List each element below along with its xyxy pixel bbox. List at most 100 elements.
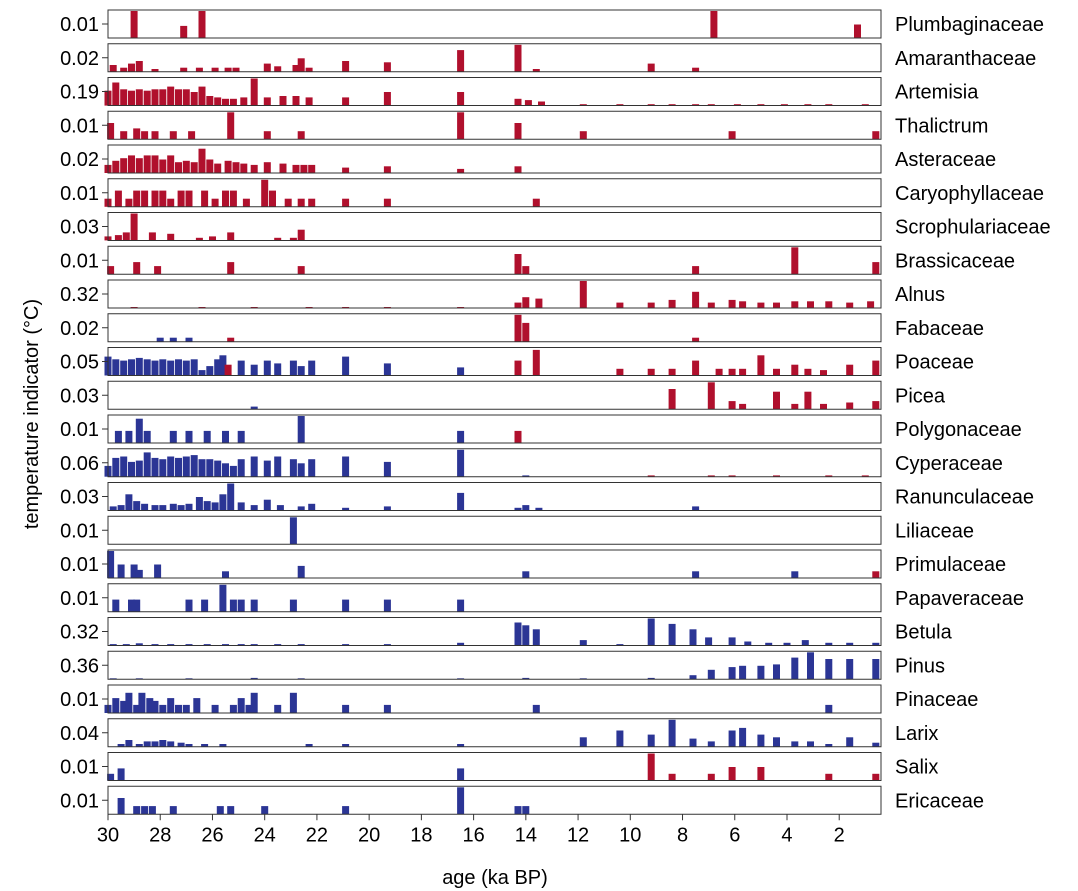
bar xyxy=(342,744,350,747)
x-axis-title: age (ka BP) xyxy=(442,867,548,889)
panel-max-label: 0.03 xyxy=(60,385,99,407)
bar xyxy=(728,299,736,308)
taxon-panel: 0.01 Thalictrum xyxy=(60,110,988,140)
bar xyxy=(305,67,313,72)
bar xyxy=(167,155,175,173)
bar xyxy=(342,456,350,477)
taxon-panel: 0.32 Betula xyxy=(60,617,953,646)
bar xyxy=(820,403,827,410)
bar xyxy=(791,741,799,747)
bar xyxy=(791,571,799,579)
panel-max-label: 0.02 xyxy=(60,149,99,171)
bar xyxy=(342,356,350,376)
bar xyxy=(825,659,833,680)
bar xyxy=(457,642,465,646)
bar xyxy=(159,89,167,106)
bar xyxy=(237,599,245,612)
bar xyxy=(133,599,141,612)
bar xyxy=(185,337,193,342)
bar xyxy=(791,364,799,376)
panel-max-label: 0.01 xyxy=(60,250,99,272)
taxon-panel: 0.32 Alnus xyxy=(60,279,945,309)
bar xyxy=(728,667,736,680)
bar xyxy=(250,599,258,612)
bar xyxy=(616,368,624,376)
bar xyxy=(250,78,258,106)
bar xyxy=(514,302,522,308)
bar xyxy=(169,430,177,444)
panel-frame xyxy=(107,380,882,410)
bar xyxy=(182,360,190,376)
bar xyxy=(872,262,880,275)
bar xyxy=(297,131,305,140)
bar xyxy=(148,232,156,241)
bar xyxy=(692,506,700,511)
bar xyxy=(167,741,175,747)
bar xyxy=(135,158,143,174)
bar xyxy=(739,727,747,747)
bar xyxy=(728,475,736,477)
taxon-label: Thalictrum xyxy=(895,115,988,137)
bar xyxy=(297,266,305,275)
taxon-panel: 0.01 Primulaceae xyxy=(60,549,1006,579)
bar xyxy=(825,744,833,747)
bar xyxy=(151,360,159,376)
bar xyxy=(846,659,854,680)
bar xyxy=(728,368,736,376)
bar xyxy=(514,254,522,275)
bar xyxy=(804,391,812,410)
taxon-label: Ranunculaceae xyxy=(895,487,1034,509)
bar xyxy=(182,704,190,713)
panel-frame xyxy=(107,110,882,140)
bar xyxy=(297,506,305,511)
bar xyxy=(383,198,391,207)
bar xyxy=(214,163,222,173)
panel-max-label: 0.01 xyxy=(60,115,99,137)
panel-frame xyxy=(107,515,882,545)
bar xyxy=(133,190,141,207)
taxon-label: Scrophulariaceae xyxy=(895,217,1051,239)
taxon-panel: 0.02 Asteraceae xyxy=(60,144,996,174)
bar xyxy=(773,302,780,308)
bar xyxy=(237,459,245,477)
bar xyxy=(198,370,206,376)
bar xyxy=(861,475,869,477)
bar xyxy=(227,806,235,815)
bar xyxy=(167,456,175,477)
taxon-panel: 0.06 Cyperaceae xyxy=(60,448,1003,478)
bar xyxy=(514,123,522,140)
bar xyxy=(522,505,530,511)
bar xyxy=(804,104,812,106)
bar xyxy=(872,773,880,781)
bar xyxy=(237,698,245,713)
bar xyxy=(169,806,177,815)
bar xyxy=(151,457,159,477)
bar xyxy=(219,744,227,747)
bar xyxy=(175,359,182,376)
bar xyxy=(739,665,747,680)
bar xyxy=(274,704,282,713)
bar xyxy=(182,89,190,106)
bar xyxy=(297,565,305,579)
bar xyxy=(185,644,193,646)
bar xyxy=(535,507,543,511)
bar xyxy=(807,741,814,747)
bar xyxy=(130,564,138,578)
bar xyxy=(112,82,120,106)
panel-frame xyxy=(107,785,882,815)
bar xyxy=(261,179,269,207)
bar xyxy=(276,505,284,511)
bar xyxy=(263,460,271,477)
panel-max-label: 0.01 xyxy=(60,689,99,711)
bar xyxy=(647,475,655,477)
bar xyxy=(297,644,305,646)
bar xyxy=(692,291,700,308)
bar xyxy=(383,62,391,72)
bar xyxy=(804,368,812,376)
bar xyxy=(154,266,162,275)
bar xyxy=(274,237,282,241)
bar xyxy=(284,198,292,207)
bar xyxy=(773,475,780,477)
bar xyxy=(342,198,350,207)
bar xyxy=(457,787,465,815)
